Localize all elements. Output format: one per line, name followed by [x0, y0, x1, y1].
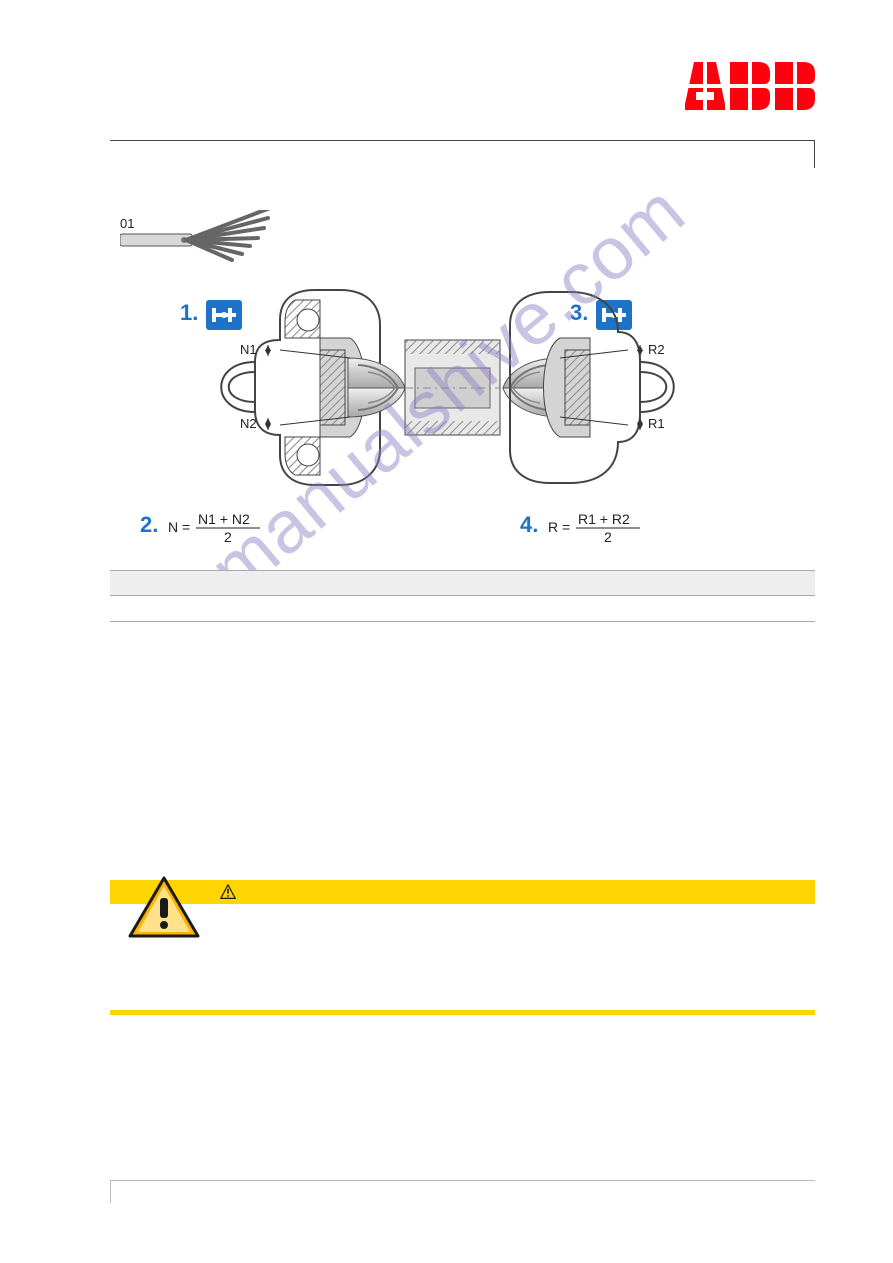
tool-label: 01 [120, 216, 134, 231]
page: 01 1. [0, 0, 893, 1263]
svg-text:N1: N1 [240, 342, 257, 357]
footer-vsep [110, 1181, 111, 1203]
clearance-diagram: 01 1. [120, 210, 780, 550]
svg-text:N2: N2 [240, 416, 257, 431]
caution-end-band [110, 1010, 815, 1015]
svg-text:R1: R1 [648, 416, 665, 431]
svg-text:R2: R2 [648, 342, 665, 357]
table-header-row [110, 570, 815, 596]
feeler-gauge-icon: 01 [120, 210, 270, 260]
caution-banner [110, 880, 815, 904]
svg-text:2: 2 [604, 529, 612, 545]
svg-text:N =: N = [168, 519, 190, 535]
svg-text:4.: 4. [520, 512, 538, 537]
abb-logo [685, 62, 815, 115]
step1-number: 1. [180, 300, 198, 325]
table-row [110, 596, 815, 622]
formula-n: 2. N = N1 + N2 2 [140, 511, 260, 545]
formula-r: 4. R = R1 + R2 2 [520, 511, 640, 545]
header-rule [110, 140, 815, 141]
header-vsep [814, 140, 815, 168]
step3-number: 3. [570, 300, 588, 325]
footer-rule [110, 1180, 815, 1181]
svg-text:N1 + N2: N1 + N2 [198, 511, 250, 527]
warning-small-icon [220, 884, 236, 900]
compressor-wheel [348, 358, 405, 417]
svg-text:2.: 2. [140, 512, 158, 537]
svg-text:R1 + R2: R1 + R2 [578, 511, 630, 527]
warning-icon [128, 876, 200, 940]
svg-text:R =: R = [548, 519, 570, 535]
clearance-table [110, 570, 815, 622]
svg-text:2: 2 [224, 529, 232, 545]
